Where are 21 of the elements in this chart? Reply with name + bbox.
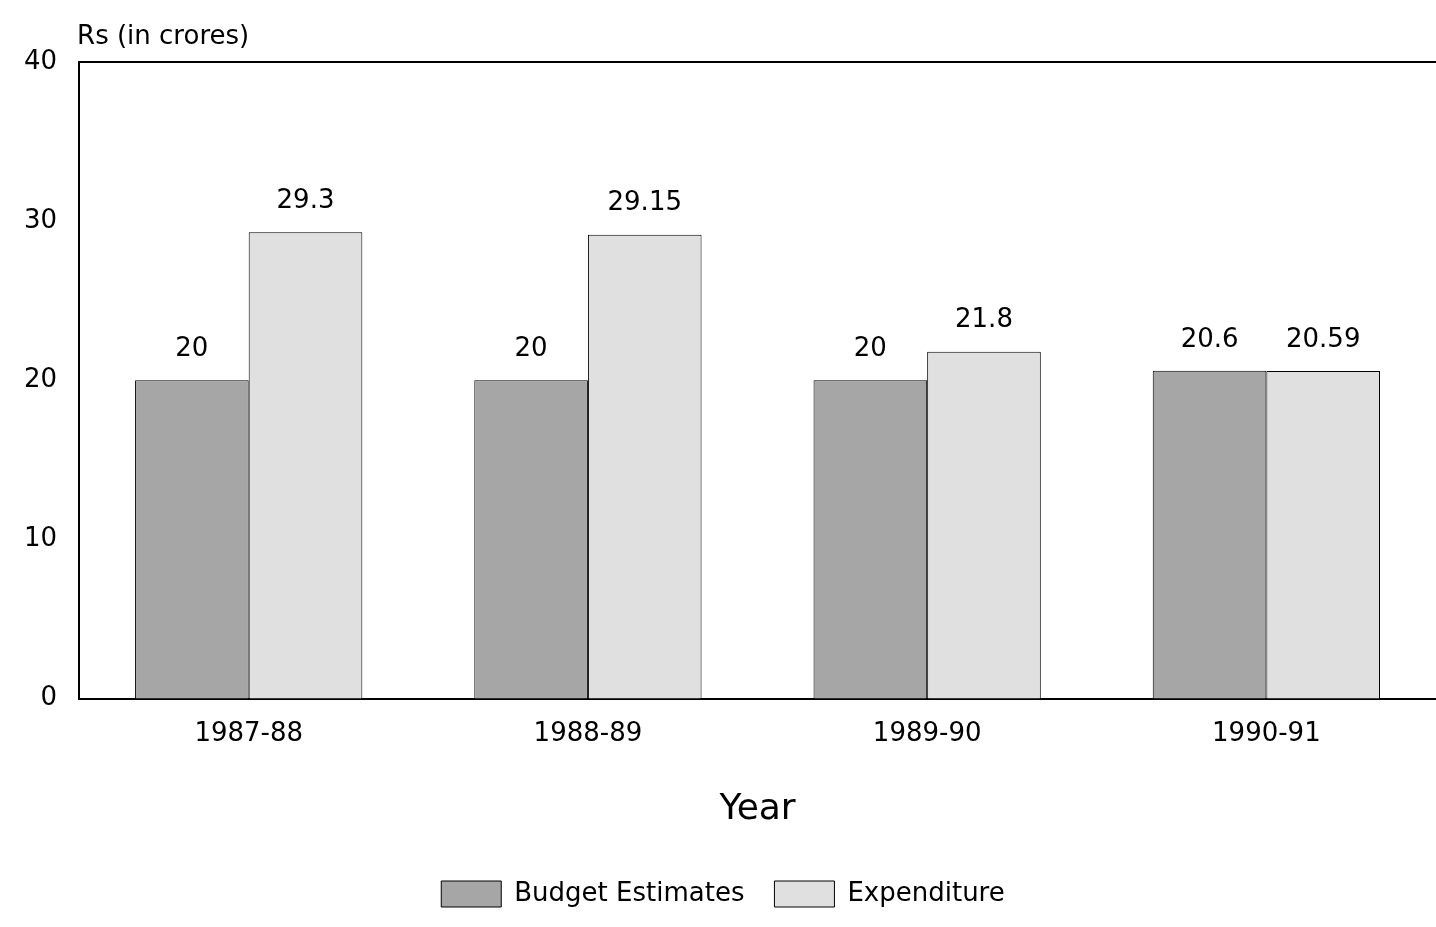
legend-label: Expenditure [847, 876, 1005, 907]
y-tick-label: 10 [23, 522, 58, 553]
data-label: 20.59 [1285, 322, 1361, 353]
y-tick-label: 20 [23, 363, 58, 394]
y-tick-label: 30 [23, 203, 58, 234]
x-tick-label: 1987-88 [194, 716, 304, 747]
data-label: 20 [175, 332, 209, 363]
x-tick-label: 1988-89 [533, 716, 643, 747]
data-label: 20 [853, 332, 887, 363]
data-label: 20.6 [1180, 322, 1239, 353]
legend-label: Budget Estimates [514, 876, 745, 907]
data-label: 29.3 [276, 184, 335, 215]
data-label: 29.15 [607, 186, 682, 217]
y-tick-label: 0 [40, 681, 58, 712]
x-tick-label: 1990-91 [1212, 716, 1321, 747]
x-tick-label: 1989-90 [872, 716, 982, 747]
y-axis-title: Rs (in crores) [77, 19, 250, 50]
data-label: 21.8 [955, 303, 1013, 334]
data-label: 20 [514, 332, 548, 363]
x-axis-title: Year [718, 785, 796, 827]
y-tick-label: 40 [23, 44, 58, 75]
